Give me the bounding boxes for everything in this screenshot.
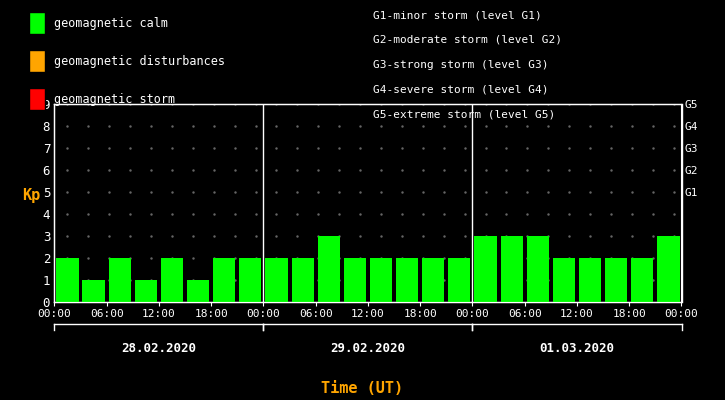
Bar bbox=[396, 258, 418, 302]
Text: G2-moderate storm (level G2): G2-moderate storm (level G2) bbox=[373, 35, 563, 45]
Bar bbox=[370, 258, 392, 302]
Bar bbox=[552, 258, 575, 302]
Text: G4-severe storm (level G4): G4-severe storm (level G4) bbox=[373, 84, 549, 94]
Bar bbox=[318, 236, 340, 302]
Bar bbox=[631, 258, 653, 302]
Bar bbox=[474, 236, 497, 302]
Bar bbox=[161, 258, 183, 302]
Bar bbox=[83, 280, 104, 302]
Bar bbox=[422, 258, 444, 302]
Bar bbox=[291, 258, 314, 302]
Bar bbox=[579, 258, 601, 302]
Bar bbox=[448, 258, 471, 302]
Bar bbox=[500, 236, 523, 302]
Bar bbox=[265, 258, 288, 302]
Bar bbox=[658, 236, 679, 302]
Bar bbox=[187, 280, 210, 302]
Text: Time (UT): Time (UT) bbox=[321, 381, 404, 396]
Bar bbox=[526, 236, 549, 302]
Text: 28.02.2020: 28.02.2020 bbox=[121, 342, 196, 355]
Text: 01.03.2020: 01.03.2020 bbox=[539, 342, 615, 355]
Text: G5-extreme storm (level G5): G5-extreme storm (level G5) bbox=[373, 109, 555, 119]
Text: geomagnetic storm: geomagnetic storm bbox=[54, 92, 175, 106]
Text: 29.02.2020: 29.02.2020 bbox=[331, 342, 405, 355]
Bar bbox=[605, 258, 627, 302]
Y-axis label: Kp: Kp bbox=[22, 188, 41, 203]
Bar bbox=[109, 258, 130, 302]
Bar bbox=[57, 258, 78, 302]
Text: geomagnetic calm: geomagnetic calm bbox=[54, 16, 167, 30]
Text: G1-minor storm (level G1): G1-minor storm (level G1) bbox=[373, 10, 542, 20]
Bar bbox=[239, 258, 262, 302]
Bar bbox=[213, 258, 236, 302]
Text: G3-strong storm (level G3): G3-strong storm (level G3) bbox=[373, 60, 549, 70]
Bar bbox=[135, 280, 157, 302]
Text: geomagnetic disturbances: geomagnetic disturbances bbox=[54, 54, 225, 68]
Bar bbox=[344, 258, 366, 302]
